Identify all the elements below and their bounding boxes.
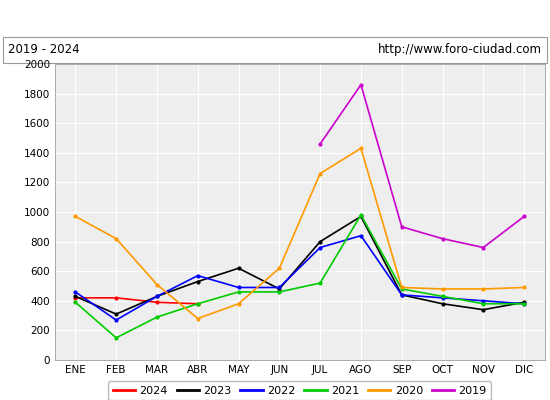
Text: http://www.foro-ciudad.com: http://www.foro-ciudad.com: [378, 44, 542, 56]
Legend: 2024, 2023, 2022, 2021, 2020, 2019: 2024, 2023, 2022, 2021, 2020, 2019: [108, 382, 491, 400]
Text: Evolucion Nº Turistas Nacionales en el municipio de Toral de los Vados: Evolucion Nº Turistas Nacionales en el m…: [41, 12, 509, 24]
Text: 2019 - 2024: 2019 - 2024: [8, 44, 80, 56]
